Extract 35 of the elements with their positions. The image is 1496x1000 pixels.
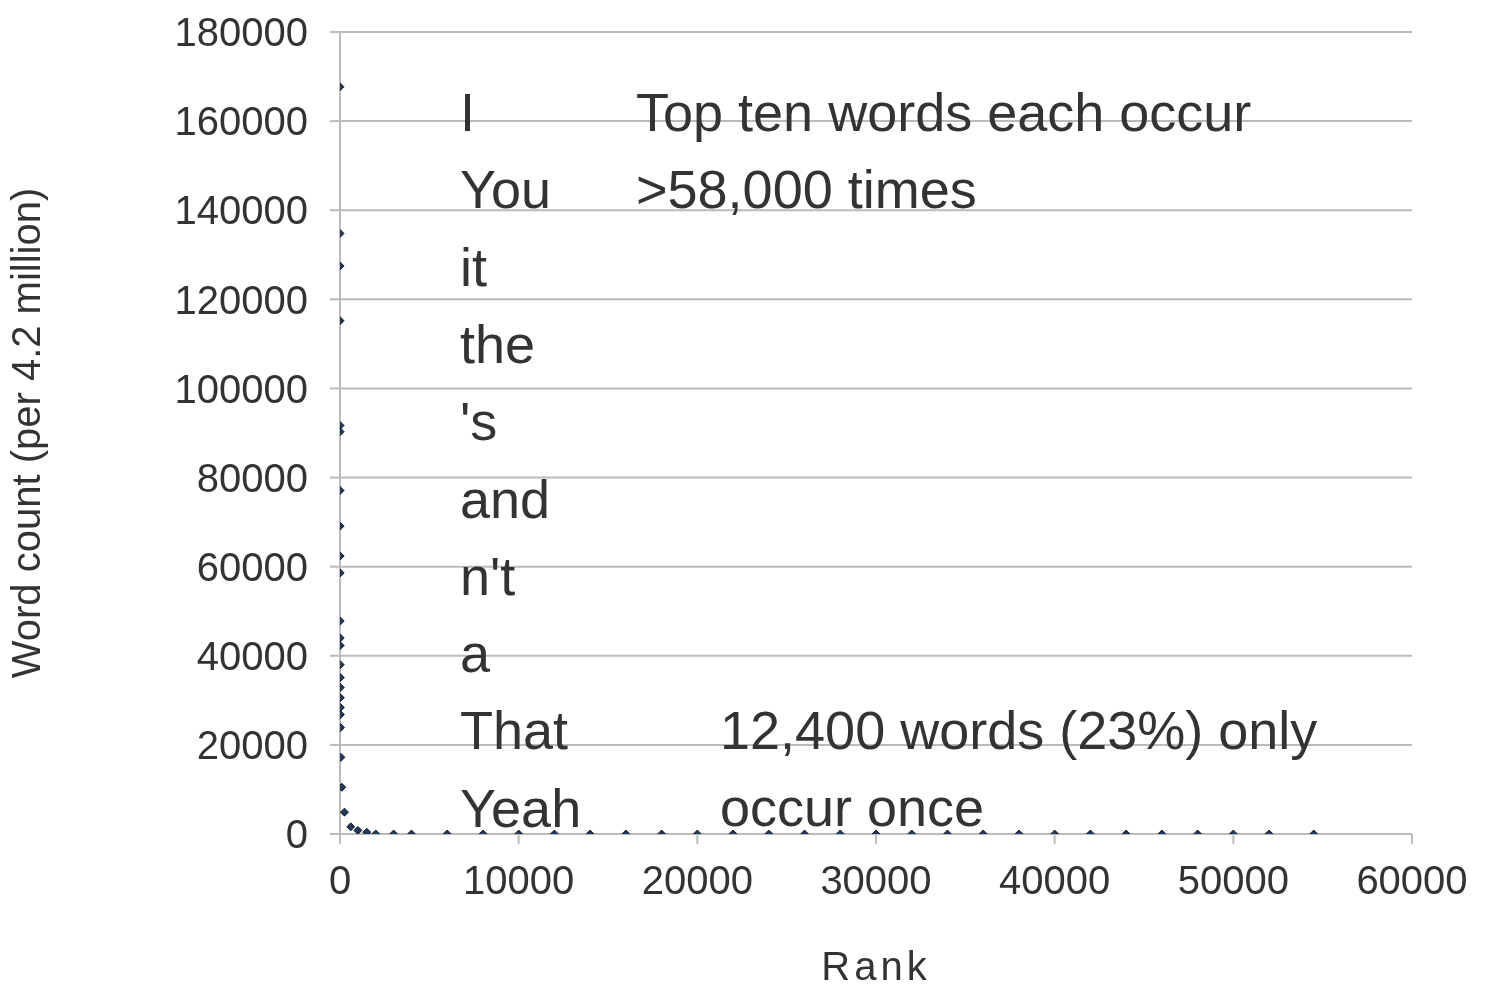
- y-tick-label: 40000: [196, 633, 308, 678]
- annotation: You: [460, 159, 552, 220]
- annotation: it: [460, 235, 488, 299]
- annotation: the: [460, 312, 537, 376]
- annotation: a: [460, 622, 492, 686]
- point: [340, 782, 347, 792]
- y-tick-label: 160000: [174, 99, 308, 144]
- point: [353, 826, 363, 834]
- x-tick-label: 0: [328, 858, 352, 903]
- annotation: Top ten words each occur >58,000 times: [636, 81, 1253, 221]
- annotation: n't: [460, 544, 517, 608]
- y-axis-title: Word count (per 4.2 million): [4, 187, 49, 679]
- y-tick-label: 60000: [196, 544, 308, 589]
- annotation: Yeah: [460, 776, 583, 840]
- x-tick-label: 60000: [1356, 858, 1468, 903]
- y-tick-label: 20000: [196, 723, 308, 768]
- y-tick-label: 120000: [174, 277, 308, 322]
- x-axis-title: Rank: [821, 944, 931, 988]
- y-tick-label: 140000: [174, 188, 308, 233]
- annotation: That: [460, 699, 570, 763]
- y-tick-label: 180000: [174, 10, 308, 55]
- y-tick-label: 0: [285, 812, 308, 857]
- x-tick-label: 20000: [641, 858, 753, 903]
- y-tick-label: 100000: [174, 366, 308, 411]
- y-tick-label: 80000: [196, 455, 308, 500]
- point: [340, 807, 349, 817]
- annotation: 12,400 words (23%) only occur once: [720, 699, 1319, 839]
- x-tick-label: 40000: [999, 858, 1111, 903]
- annotation: I: [460, 82, 476, 142]
- annotation: and: [460, 467, 552, 531]
- x-tick-label: 50000: [1177, 858, 1289, 903]
- point: [362, 827, 372, 834]
- x-tick-label: 10000: [463, 858, 575, 903]
- annotation: 's: [460, 390, 499, 454]
- x-tick-label: 30000: [820, 858, 932, 903]
